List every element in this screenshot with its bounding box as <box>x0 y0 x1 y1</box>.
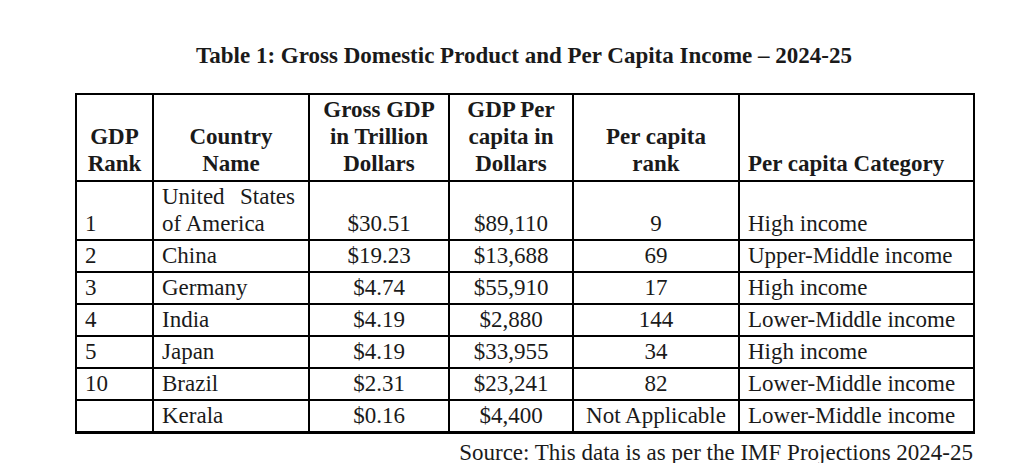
cell-country-name: Brazil <box>153 368 309 400</box>
table-row: 1 United States of America $30.51 $89,11… <box>76 181 974 240</box>
cell-per-capita-category: High income <box>739 336 974 368</box>
cell-country-name: United States of America <box>153 181 309 240</box>
cell-per-capita-category: Upper-Middle income <box>739 240 974 272</box>
document-content: Table 1: Gross Domestic Product and Per … <box>75 0 973 463</box>
cell-gross-gdp: $0.16 <box>309 400 449 433</box>
cell-per-capita-rank: 69 <box>573 240 739 272</box>
cell-gross-gdp: $4.74 <box>309 272 449 304</box>
cell-gross-gdp: $4.19 <box>309 336 449 368</box>
cell-gross-gdp: $4.19 <box>309 304 449 336</box>
cell-per-capita-category: Lower-Middle income <box>739 304 974 336</box>
cell-per-capita-rank: 144 <box>573 304 739 336</box>
table-row: 10 Brazil $2.31 $23,241 82 Lower-Middle … <box>76 368 974 400</box>
document-page: Table 1: Gross Domestic Product and Per … <box>0 0 1024 463</box>
cell-per-capita-rank: 17 <box>573 272 739 304</box>
cell-gdp-rank <box>76 400 153 433</box>
cell-per-capita-rank: 34 <box>573 336 739 368</box>
cell-gdp-rank: 1 <box>76 181 153 240</box>
cell-gdp-rank: 4 <box>76 304 153 336</box>
cell-gdp-rank: 2 <box>76 240 153 272</box>
cell-gdp-rank: 3 <box>76 272 153 304</box>
cell-gdp-rank: 5 <box>76 336 153 368</box>
gdp-table: GDP Rank Country Name Gross GDP in Trill… <box>75 93 975 434</box>
cell-country-name: Germany <box>153 272 309 304</box>
column-header-gross-gdp: Gross GDP in Trillion Dollars <box>309 94 449 181</box>
column-header-per-capita-rank: Per capita rank <box>573 94 739 181</box>
cell-per-capita-rank: 9 <box>573 181 739 240</box>
cell-per-capita-category: Lower-Middle income <box>739 400 974 433</box>
column-header-country-name: Country Name <box>153 94 309 181</box>
page-title: Table 1: Gross Domestic Product and Per … <box>75 0 973 69</box>
cell-per-capita-category: Lower-Middle income <box>739 368 974 400</box>
cell-gdp-per-capita: $4,400 <box>449 400 573 433</box>
cell-gross-gdp: $19.23 <box>309 240 449 272</box>
cell-gross-gdp: $30.51 <box>309 181 449 240</box>
cell-per-capita-category: High income <box>739 272 974 304</box>
cell-gdp-rank: 10 <box>76 368 153 400</box>
table-row: 5 Japan $4.19 $33,955 34 High income <box>76 336 974 368</box>
source-note: Source: This data is as per the IMF Proj… <box>75 439 973 463</box>
cell-gross-gdp: $2.31 <box>309 368 449 400</box>
column-header-gdp-rank: GDP Rank <box>76 94 153 181</box>
cell-country-name: Kerala <box>153 400 309 433</box>
column-header-per-capita-category: Per capita Category <box>739 94 974 181</box>
table-row: 2 China $19.23 $13,688 69 Upper-Middle i… <box>76 240 974 272</box>
cell-country-name: China <box>153 240 309 272</box>
cell-per-capita-category: High income <box>739 181 974 240</box>
cell-gdp-per-capita: $89,110 <box>449 181 573 240</box>
cell-country-name: Japan <box>153 336 309 368</box>
table-row: 3 Germany $4.74 $55,910 17 High income <box>76 272 974 304</box>
table-row: Kerala $0.16 $4,400 Not Applicable Lower… <box>76 400 974 433</box>
cell-gdp-per-capita: $33,955 <box>449 336 573 368</box>
cell-per-capita-rank: Not Applicable <box>573 400 739 433</box>
table-row: 4 India $4.19 $2,880 144 Lower-Middle in… <box>76 304 974 336</box>
cell-gdp-per-capita: $23,241 <box>449 368 573 400</box>
cell-country-name: India <box>153 304 309 336</box>
cell-per-capita-rank: 82 <box>573 368 739 400</box>
column-header-gdp-per-capita: GDP Per capita in Dollars <box>449 94 573 181</box>
cell-gdp-per-capita: $55,910 <box>449 272 573 304</box>
table-header-row: GDP Rank Country Name Gross GDP in Trill… <box>76 94 974 181</box>
cell-gdp-per-capita: $2,880 <box>449 304 573 336</box>
cell-gdp-per-capita: $13,688 <box>449 240 573 272</box>
